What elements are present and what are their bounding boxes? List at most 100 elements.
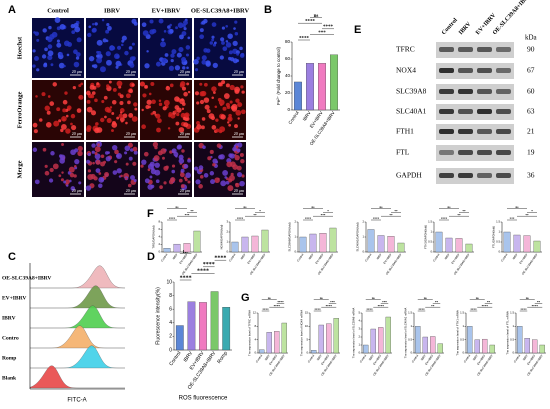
- cell: [36, 38, 40, 42]
- x-tick-label: EV+IBRV: [450, 253, 460, 265]
- cell: [91, 143, 96, 148]
- bar: [533, 240, 541, 253]
- cell: [211, 86, 217, 92]
- cell: [50, 151, 55, 156]
- y-tick-label: 0: [358, 351, 360, 355]
- band: [439, 68, 454, 73]
- cell: [86, 159, 91, 164]
- cell: [65, 128, 71, 134]
- y-tick-label: 2: [158, 242, 160, 246]
- cell: [209, 171, 215, 176]
- panel-label: B: [264, 4, 272, 16]
- x-tick-label: IBRV: [239, 253, 246, 261]
- cell: [47, 55, 53, 61]
- cell: [181, 149, 185, 153]
- significance-label: ns: [320, 296, 324, 300]
- band: [477, 109, 492, 114]
- cell: [240, 159, 245, 164]
- x-tick-label: EV+IBRV: [424, 354, 434, 366]
- y-axis-label: Fe²⁺ (Fold change to control): [276, 47, 281, 105]
- cell: [227, 185, 234, 192]
- significance-label: ****: [305, 20, 316, 25]
- bar: [193, 230, 201, 253]
- cell: [235, 182, 238, 186]
- cell: [206, 109, 211, 114]
- cell: [142, 30, 149, 36]
- cell: [175, 26, 178, 30]
- cell: [186, 82, 190, 86]
- bar: [415, 326, 421, 354]
- cell: [196, 56, 200, 61]
- cell: [237, 102, 243, 108]
- cell: [50, 63, 54, 67]
- y-axis-label: FTH1/GAPDH(fold): [423, 225, 427, 249]
- cell: [111, 129, 114, 133]
- scale-bar-label: 20 μm: [72, 69, 83, 74]
- band: [458, 89, 473, 94]
- cell: [127, 183, 132, 188]
- cell: [209, 149, 214, 154]
- cell: [94, 22, 98, 26]
- lane-label: Control: [441, 17, 459, 36]
- cell: [125, 177, 128, 180]
- cell: [211, 35, 215, 39]
- cell: [155, 113, 161, 119]
- y-tick-label: 0: [169, 347, 172, 353]
- cell: [161, 156, 165, 160]
- cell: [241, 174, 245, 178]
- cell: [67, 42, 73, 47]
- cell: [48, 25, 52, 30]
- cell: [87, 32, 92, 38]
- cell: [183, 20, 188, 26]
- flow-row-label: IBRV: [2, 315, 16, 321]
- bar: [251, 235, 259, 253]
- bar: [455, 238, 463, 253]
- cell: [212, 62, 218, 69]
- y-tick-label: 1: [430, 230, 432, 234]
- cell: [193, 59, 199, 65]
- y-tick-label: 1: [362, 235, 364, 239]
- y-tick-label: 10: [305, 324, 309, 328]
- cell: [221, 41, 225, 45]
- cell: [201, 59, 207, 65]
- cell: [181, 57, 187, 63]
- cell: [205, 61, 211, 67]
- x-tick-label: Control: [307, 353, 316, 363]
- cell: [59, 24, 66, 30]
- bar: [274, 331, 280, 354]
- significance-label: ****: [323, 25, 334, 30]
- cell: [62, 108, 67, 113]
- cell: [61, 143, 64, 146]
- cell: [111, 144, 118, 151]
- cell: [229, 153, 235, 159]
- cell: [96, 39, 103, 46]
- cell: [201, 20, 206, 25]
- bar: [503, 231, 511, 253]
- cell: [222, 170, 228, 176]
- cell: [131, 42, 135, 46]
- bar: [532, 339, 538, 354]
- cell: [63, 180, 67, 184]
- cell: [161, 38, 165, 42]
- x-tick-label: Romp: [216, 350, 229, 365]
- cell: [62, 118, 66, 122]
- cell: [56, 107, 61, 112]
- bar: [435, 231, 443, 253]
- cell: [61, 123, 67, 130]
- bar: [467, 326, 473, 354]
- bar: [294, 81, 302, 111]
- cell: [158, 99, 162, 102]
- cell: [184, 61, 188, 65]
- significance-label: ns: [175, 205, 179, 209]
- cell: [158, 102, 163, 107]
- kda-value: 36: [527, 171, 535, 180]
- y-tick-label: 4: [169, 320, 172, 326]
- column-header: Control: [47, 7, 69, 14]
- cell: [140, 81, 146, 87]
- cell: [160, 41, 166, 48]
- cell: [116, 168, 122, 174]
- significance-label: ****: [262, 308, 269, 312]
- significance-label: ****: [532, 304, 539, 308]
- cell: [94, 98, 98, 103]
- cell: [43, 62, 48, 66]
